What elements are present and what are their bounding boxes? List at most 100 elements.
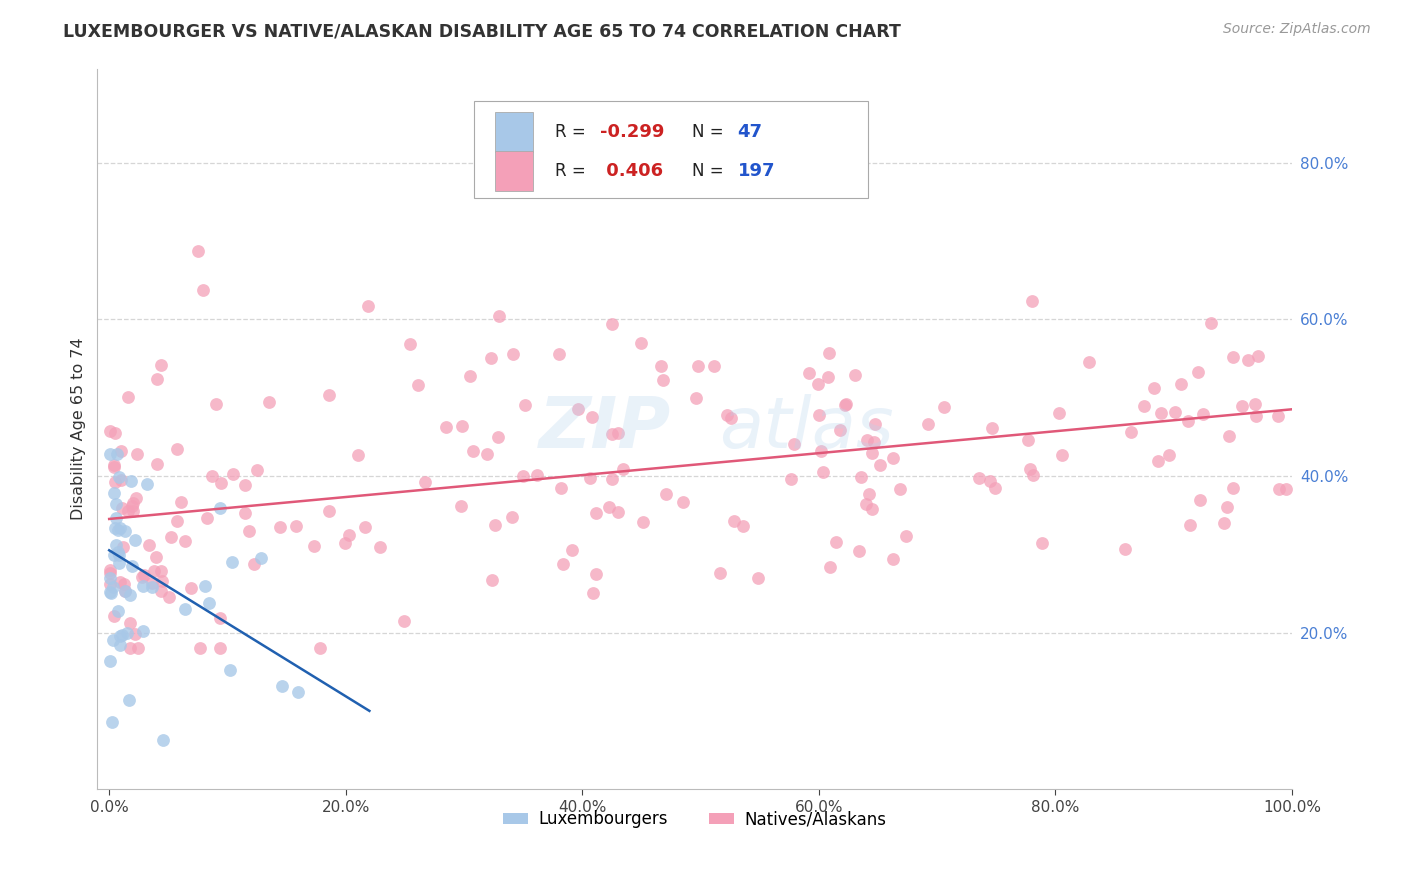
Point xyxy=(585,567,607,582)
Point xyxy=(567,401,589,416)
Point xyxy=(672,494,695,508)
Point xyxy=(835,397,858,411)
Point xyxy=(934,401,956,415)
Point xyxy=(488,309,510,323)
Point xyxy=(117,390,139,404)
Point xyxy=(513,399,536,413)
Point xyxy=(98,653,121,667)
Point xyxy=(204,397,226,411)
Point xyxy=(246,463,269,477)
Point xyxy=(481,574,503,588)
Point xyxy=(103,521,125,535)
FancyBboxPatch shape xyxy=(495,112,533,152)
Point xyxy=(118,693,141,707)
Point xyxy=(118,588,141,602)
Point xyxy=(844,368,866,382)
Point xyxy=(1216,500,1239,514)
Point xyxy=(98,447,121,461)
Text: Source: ZipAtlas.com: Source: ZipAtlas.com xyxy=(1223,22,1371,37)
Point xyxy=(233,477,256,491)
Point xyxy=(1019,462,1042,476)
Point xyxy=(606,504,628,518)
Point xyxy=(103,485,125,500)
Point xyxy=(198,596,221,610)
Point xyxy=(799,366,821,380)
Point xyxy=(337,528,360,542)
Point xyxy=(146,458,169,472)
Text: -0.299: -0.299 xyxy=(600,123,665,141)
Point xyxy=(98,566,121,581)
Point xyxy=(284,518,307,533)
FancyBboxPatch shape xyxy=(495,151,533,191)
Point xyxy=(1192,407,1215,421)
Point xyxy=(209,476,232,491)
Point xyxy=(889,482,911,496)
Point xyxy=(1031,535,1053,549)
Point xyxy=(652,373,675,387)
Point xyxy=(450,499,472,513)
Point xyxy=(105,447,128,461)
Point xyxy=(807,377,830,392)
Point xyxy=(257,395,280,409)
Point xyxy=(502,347,524,361)
Point xyxy=(180,581,202,595)
Point xyxy=(110,474,132,488)
Point xyxy=(869,458,891,472)
Point xyxy=(1187,365,1209,379)
Point xyxy=(849,469,872,483)
Point xyxy=(398,337,420,351)
Point xyxy=(1146,454,1168,468)
Point xyxy=(145,550,167,565)
Point xyxy=(98,424,121,438)
Point xyxy=(101,580,124,594)
Text: 47: 47 xyxy=(738,123,762,141)
Point xyxy=(200,469,222,483)
Point xyxy=(103,609,125,624)
Point xyxy=(103,458,125,472)
Point xyxy=(392,615,415,629)
Point xyxy=(1218,429,1240,443)
Point xyxy=(720,410,742,425)
Point xyxy=(111,628,134,642)
Point xyxy=(650,359,672,374)
Point xyxy=(860,501,883,516)
Point xyxy=(848,543,870,558)
Point xyxy=(1267,482,1289,496)
Point xyxy=(1189,492,1212,507)
Point xyxy=(723,514,745,528)
Text: R =: R = xyxy=(555,123,591,141)
Point xyxy=(208,641,231,656)
Point xyxy=(600,427,623,442)
Point xyxy=(782,437,804,451)
Point xyxy=(1178,518,1201,533)
Point xyxy=(318,504,340,518)
Point xyxy=(302,539,325,553)
Point xyxy=(110,444,132,458)
Point xyxy=(820,560,842,574)
Point xyxy=(141,575,163,590)
Point xyxy=(1021,293,1043,308)
Point xyxy=(484,518,506,533)
Point xyxy=(114,524,136,538)
Point xyxy=(271,679,294,693)
Point xyxy=(600,317,623,331)
Point xyxy=(170,494,193,508)
Point xyxy=(413,475,436,489)
Point xyxy=(108,574,131,589)
Point xyxy=(1244,397,1267,411)
Point xyxy=(103,460,125,475)
Point xyxy=(131,570,153,584)
Point xyxy=(631,516,654,530)
Point xyxy=(104,497,127,511)
Point xyxy=(174,533,197,548)
Point xyxy=(860,446,883,460)
Point xyxy=(111,501,134,516)
Point xyxy=(125,491,148,505)
Point xyxy=(120,474,142,488)
Point xyxy=(209,611,232,625)
Point xyxy=(335,536,357,550)
Point xyxy=(309,641,332,656)
Point xyxy=(1275,482,1298,496)
Point xyxy=(150,574,173,589)
Point xyxy=(1114,542,1136,557)
